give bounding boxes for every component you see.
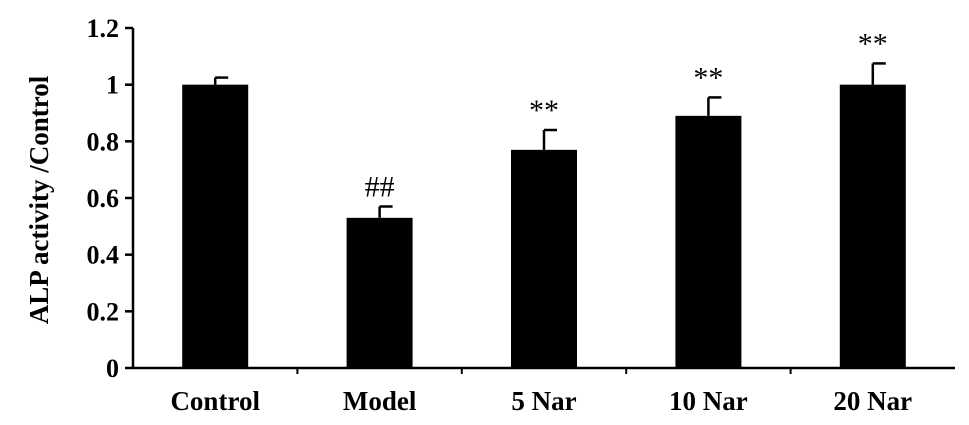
plot-area: 0 0.2 0.4 0.6 0.8 1 1.2 Control Model ## 5 Nar ** 10… [87, 14, 955, 416]
bar [839, 84, 906, 369]
y-tick-label: 0.4 [87, 241, 120, 270]
x-category-label: 20 Nar [833, 386, 912, 416]
x-category-label: 10 Nar [669, 386, 748, 416]
significance-marker: ## [365, 171, 395, 204]
x-category-label: Control [170, 386, 260, 416]
significance-marker: ** [858, 27, 888, 60]
x-category-label: 5 Nar [511, 386, 576, 416]
bar [182, 84, 249, 369]
significance-marker: ** [529, 94, 559, 127]
x-category-label: Model [343, 386, 417, 416]
y-tick-label: 0.2 [87, 297, 120, 326]
y-tick-label: 1.2 [87, 14, 120, 43]
bar [346, 217, 413, 368]
y-tick-label: 1 [106, 71, 119, 100]
bar [511, 149, 577, 368]
y-tick-label: 0.6 [87, 184, 120, 213]
bar [675, 115, 742, 368]
y-axis-title: ALP activity /Control [24, 75, 54, 324]
y-tick-label: 0 [106, 354, 119, 383]
y-tick-label: 0.8 [87, 127, 120, 156]
significance-marker: ** [693, 61, 723, 94]
y-axis-title-group: ALP activity /Control [24, 75, 54, 324]
